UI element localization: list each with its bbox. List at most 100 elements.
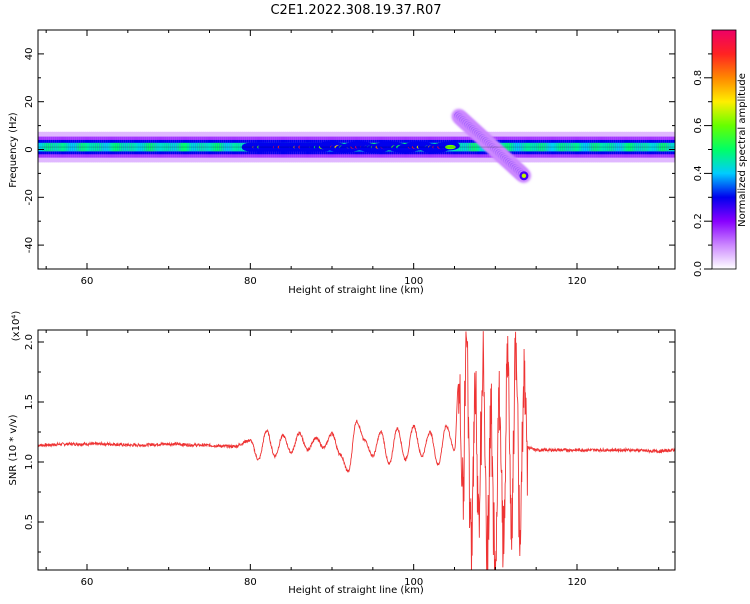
spectrogram-cell	[56, 142, 60, 152]
spectrogram-cell	[656, 142, 660, 152]
spectrogram-cell	[548, 142, 552, 152]
spectrogram-cell	[205, 142, 209, 152]
spectrogram-cell	[577, 142, 580, 152]
spectrogram-cell	[95, 142, 98, 152]
spectrogram-cell	[532, 142, 535, 152]
spectrogram-cell	[97, 142, 100, 152]
spectrogram-cell	[662, 142, 666, 152]
spectrogram-cell	[50, 142, 53, 152]
colorbar-tick-label: 0.8	[693, 70, 704, 86]
spectrogram-cell	[140, 142, 143, 152]
spectrogram-cell	[201, 142, 204, 152]
spectrogram-cell	[583, 142, 586, 152]
spectrogram-cell	[229, 142, 233, 152]
colorbar-tick-label: 0.4	[693, 165, 704, 181]
colorbar-tick-label: 0.2	[693, 213, 704, 229]
spectrogram-blob-core	[445, 144, 456, 150]
spectrogram-cell	[654, 142, 658, 152]
spectrogram-cell	[160, 142, 164, 152]
colorbar-tick-label: 0.0	[693, 261, 704, 277]
spectrogram-cell	[101, 142, 104, 152]
spectrogram-x-tick-label: 120	[567, 276, 586, 287]
colorbar: 0.0 0.2 0.4 0.6 0.8 Normalized spectral ampl…	[693, 29, 748, 277]
spectrogram-cell	[166, 142, 170, 152]
spectrogram-cell	[507, 142, 511, 152]
spectrogram-cell	[619, 142, 623, 152]
spectrogram-cell	[93, 142, 96, 152]
spectrogram-cell	[66, 142, 70, 152]
spectrogram-cell	[458, 142, 462, 152]
spectrogram-diagonal-core	[521, 173, 527, 178]
spectrogram-cell	[670, 142, 674, 152]
spectrogram-cell	[178, 142, 182, 152]
spectrogram-cell	[72, 142, 76, 152]
spectrogram-cell	[215, 142, 219, 152]
spectrogram-cell	[221, 142, 225, 152]
spectrogram-cell	[156, 142, 160, 152]
spectrogram-cell	[136, 142, 139, 152]
spectrogram-cell	[60, 142, 64, 152]
spectrogram-cell	[142, 142, 145, 152]
spectrogram-cell	[523, 142, 527, 152]
spectrogram-cell	[129, 142, 133, 152]
spectrogram-cell	[44, 142, 47, 152]
spectrogram-cell	[562, 142, 566, 152]
spectrogram-cell	[48, 142, 51, 152]
spectrogram-cell	[131, 142, 135, 152]
spectrogram-cell	[519, 142, 523, 152]
snr-x-tick-label: 60	[81, 577, 94, 588]
spectrogram-cell	[556, 142, 560, 152]
spectrogram-cell	[133, 142, 137, 152]
spectrogram-cell	[170, 142, 174, 152]
spectrogram-cell	[52, 142, 55, 152]
spectrogram-cell	[474, 142, 478, 152]
spectrogram-cell	[211, 142, 215, 152]
spectrogram-y-tick-label: -40	[24, 237, 35, 253]
spectrogram-cell	[107, 142, 111, 152]
spectrogram-cell	[646, 142, 650, 152]
spectrogram-cell	[503, 142, 507, 152]
spectrogram-cell	[121, 142, 125, 152]
spectrogram-cell	[109, 142, 113, 152]
spectrogram-cell	[152, 142, 155, 152]
spectrogram-cell	[505, 142, 509, 152]
spectrogram-cell	[615, 142, 619, 152]
spectrogram-cell	[146, 142, 149, 152]
spectrogram-cell	[78, 142, 82, 152]
spectrogram-panel: 60 80 100 120 -40 -20 0 20 40 Height of straigh…	[8, 29, 676, 296]
spectrogram-cell	[511, 142, 515, 152]
spectrogram-cell	[240, 142, 243, 152]
colorbar-gradient	[711, 29, 737, 270]
spectrogram-cell	[599, 142, 603, 152]
spectrogram-cell	[193, 142, 196, 152]
spectrogram-cell	[70, 142, 74, 152]
spectrogram-cell	[64, 142, 68, 152]
spectrogram-cell	[234, 142, 237, 152]
spectrogram-cell	[470, 142, 474, 152]
spectrogram-cell	[91, 142, 94, 152]
spectrogram-cell	[609, 142, 613, 152]
spectrogram-cell	[87, 142, 90, 152]
snr-series-line	[38, 331, 675, 570]
spectrogram-cell	[626, 142, 629, 152]
spectrogram-cell	[89, 142, 92, 152]
spectrogram-cell	[127, 142, 131, 152]
spectrogram-y-tick-label: 20	[24, 95, 35, 108]
spectrogram-x-axis-label: Height of straight line (km)	[288, 285, 424, 296]
spectrogram-cell	[525, 142, 529, 152]
spectrogram-cell	[164, 142, 168, 152]
spectrogram-cell	[566, 142, 570, 152]
spectrogram-cell	[521, 142, 525, 152]
colorbar-tick-label: 0.6	[693, 118, 704, 134]
spectrogram-cell	[603, 142, 607, 152]
spectrogram-cell	[46, 142, 49, 152]
spectrogram-cell	[644, 142, 648, 152]
snr-panel: 60 80 100 120 0.5 1.0 1.5 2.0 Height of straig…	[8, 311, 676, 596]
spectrogram-cell	[138, 142, 141, 152]
spectrogram-cell	[125, 142, 129, 152]
spectrogram-cell	[203, 142, 207, 152]
spectrogram-cell	[572, 142, 576, 152]
spectrogram-cell	[652, 142, 656, 152]
spectrogram-cell	[664, 142, 668, 152]
spectrogram-cell	[84, 142, 88, 152]
